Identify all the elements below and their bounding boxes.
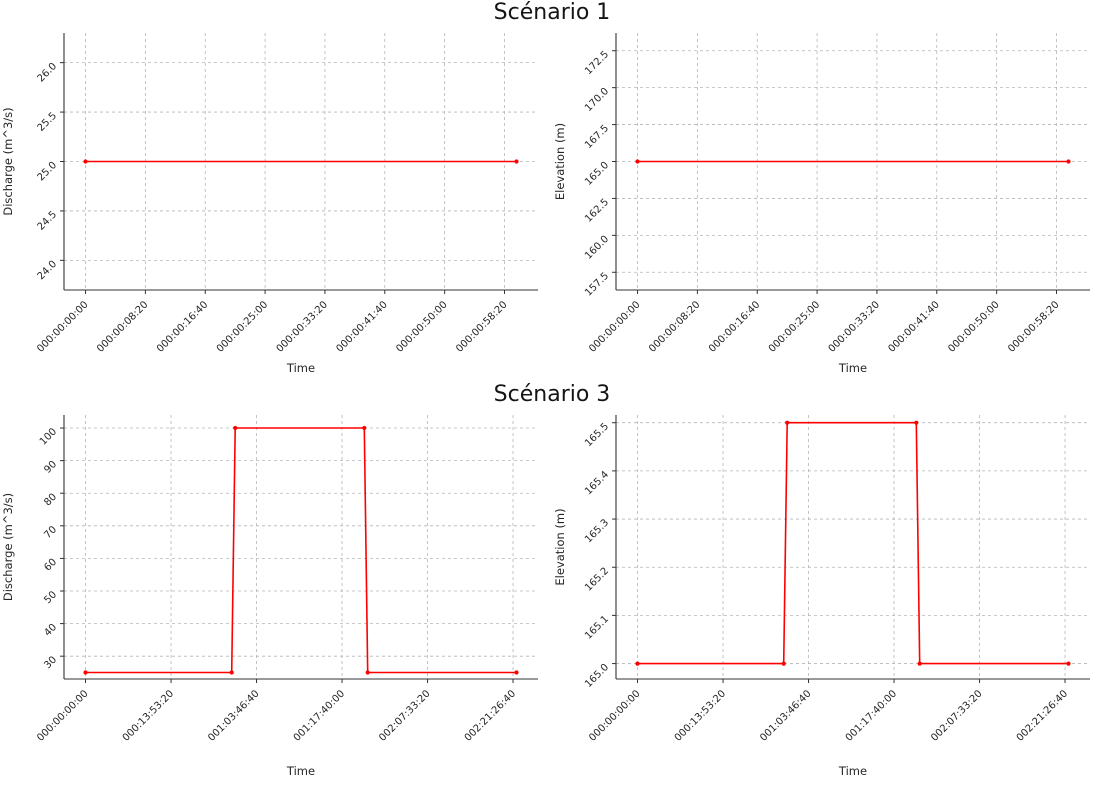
svg-text:Elevation (m): Elevation (m) bbox=[553, 508, 567, 585]
svg-text:80: 80 bbox=[42, 492, 59, 509]
svg-text:002:07:33:20: 002:07:33:20 bbox=[377, 688, 432, 743]
svg-text:Elevation (m): Elevation (m) bbox=[553, 123, 567, 200]
scenario3-elevation-chart-panel: 000:00:00:00 000:13:53:20 001:03:46:40 001:… bbox=[552, 408, 1104, 785]
scenario-1-title: Scénario 1 bbox=[493, 0, 611, 25]
svg-text:Discharge (m^3/s): Discharge (m^3/s) bbox=[1, 107, 15, 215]
svg-text:000:00:08:20: 000:00:08:20 bbox=[95, 299, 150, 354]
svg-text:000:13:53:20: 000:13:53:20 bbox=[673, 688, 728, 743]
svg-text:000:00:25:00: 000:00:25:00 bbox=[767, 299, 822, 354]
svg-text:000:00:00:00: 000:00:00:00 bbox=[35, 299, 90, 354]
svg-text:001:03:46:40: 001:03:46:40 bbox=[758, 688, 813, 743]
svg-text:002:21:26:40: 002:21:26:40 bbox=[1015, 688, 1070, 743]
svg-text:Time: Time bbox=[838, 361, 867, 375]
svg-text:000:00:00:00: 000:00:00:00 bbox=[587, 688, 642, 743]
svg-text:Time: Time bbox=[838, 764, 867, 778]
svg-text:162.5: 162.5 bbox=[583, 197, 611, 225]
svg-text:000:00:08:20: 000:00:08:20 bbox=[647, 299, 702, 354]
svg-text:000:00:50:00: 000:00:50:00 bbox=[946, 299, 1001, 354]
scenario-3-charts-row: 000:00:00:00 000:13:53:20 001:03:46:40 001:… bbox=[0, 408, 1104, 785]
svg-text:000:00:33:20: 000:00:33:20 bbox=[275, 299, 330, 354]
svg-text:90: 90 bbox=[42, 459, 59, 476]
svg-text:000:13:53:20: 000:13:53:20 bbox=[121, 688, 176, 743]
svg-text:24.0: 24.0 bbox=[36, 259, 60, 283]
svg-text:Time: Time bbox=[286, 764, 315, 778]
svg-text:60: 60 bbox=[42, 557, 59, 574]
svg-text:170.0: 170.0 bbox=[583, 86, 611, 114]
svg-text:24.5: 24.5 bbox=[36, 209, 60, 233]
scenario3-discharge-chart-panel: 000:00:00:00 000:13:53:20 001:03:46:40 001:… bbox=[0, 408, 552, 785]
scenario3-elevation-chart: 000:00:00:00 000:13:53:20 001:03:46:40 001:… bbox=[553, 415, 1090, 778]
svg-text:001:17:40:00: 001:17:40:00 bbox=[844, 688, 899, 743]
svg-text:160.0: 160.0 bbox=[583, 234, 611, 262]
svg-text:001:17:40:00: 001:17:40:00 bbox=[292, 688, 347, 743]
svg-text:000:00:16:40: 000:00:16:40 bbox=[155, 299, 210, 354]
svg-text:165.0: 165.0 bbox=[583, 160, 611, 188]
svg-text:25.0: 25.0 bbox=[36, 160, 60, 184]
svg-text:000:00:41:40: 000:00:41:40 bbox=[334, 299, 389, 354]
svg-text:165.4: 165.4 bbox=[583, 469, 611, 497]
scenario1-elevation-chart: 000:00:00:00 000:00:08:20 000:00:16:40 000:… bbox=[553, 33, 1090, 375]
svg-text:000:00:41:40: 000:00:41:40 bbox=[886, 299, 941, 354]
svg-text:Discharge (m^3/s): Discharge (m^3/s) bbox=[1, 493, 15, 601]
svg-text:30: 30 bbox=[42, 655, 59, 672]
svg-text:001:03:46:40: 001:03:46:40 bbox=[206, 688, 261, 743]
svg-text:000:00:00:00: 000:00:00:00 bbox=[35, 688, 90, 743]
svg-text:000:00:25:00: 000:00:25:00 bbox=[215, 299, 270, 354]
svg-text:157.5: 157.5 bbox=[583, 271, 611, 299]
svg-text:167.5: 167.5 bbox=[583, 123, 611, 151]
svg-text:000:00:50:00: 000:00:50:00 bbox=[394, 299, 449, 354]
svg-text:002:21:26:40: 002:21:26:40 bbox=[463, 688, 518, 743]
scenario-1-charts-row: 000:00:00:00 000:00:08:20 000:00:16:40 000:… bbox=[0, 26, 1104, 382]
svg-text:000:00:00:00: 000:00:00:00 bbox=[587, 299, 642, 354]
svg-text:165.5: 165.5 bbox=[583, 421, 611, 449]
svg-text:165.3: 165.3 bbox=[583, 517, 611, 545]
svg-text:165.2: 165.2 bbox=[583, 566, 611, 594]
svg-text:40: 40 bbox=[42, 622, 59, 639]
svg-text:002:07:33:20: 002:07:33:20 bbox=[929, 688, 984, 743]
scenario1-discharge-chart-panel: 000:00:00:00 000:00:08:20 000:00:16:40 000:… bbox=[0, 26, 552, 382]
scenario-3-title: Scénario 3 bbox=[493, 382, 611, 407]
svg-text:172.5: 172.5 bbox=[583, 49, 611, 77]
svg-text:25.5: 25.5 bbox=[36, 110, 60, 134]
svg-text:000:00:16:40: 000:00:16:40 bbox=[707, 299, 762, 354]
svg-text:100: 100 bbox=[38, 426, 59, 447]
svg-text:000:00:58:20: 000:00:58:20 bbox=[1006, 299, 1061, 354]
scenario3-discharge-chart: 000:00:00:00 000:13:53:20 001:03:46:40 001:… bbox=[1, 415, 538, 778]
scenario1-discharge-chart: 000:00:00:00 000:00:08:20 000:00:16:40 000:… bbox=[1, 33, 538, 375]
svg-text:26.0: 26.0 bbox=[36, 61, 60, 85]
svg-text:000:00:58:20: 000:00:58:20 bbox=[454, 299, 509, 354]
svg-text:70: 70 bbox=[42, 524, 59, 541]
svg-text:165.0: 165.0 bbox=[583, 662, 611, 690]
scenario1-elevation-chart-panel: 000:00:00:00 000:00:08:20 000:00:16:40 000:… bbox=[552, 26, 1104, 382]
svg-text:Time: Time bbox=[286, 361, 315, 375]
svg-text:50: 50 bbox=[42, 589, 59, 606]
svg-text:000:00:33:20: 000:00:33:20 bbox=[827, 299, 882, 354]
svg-text:165.1: 165.1 bbox=[583, 614, 611, 642]
